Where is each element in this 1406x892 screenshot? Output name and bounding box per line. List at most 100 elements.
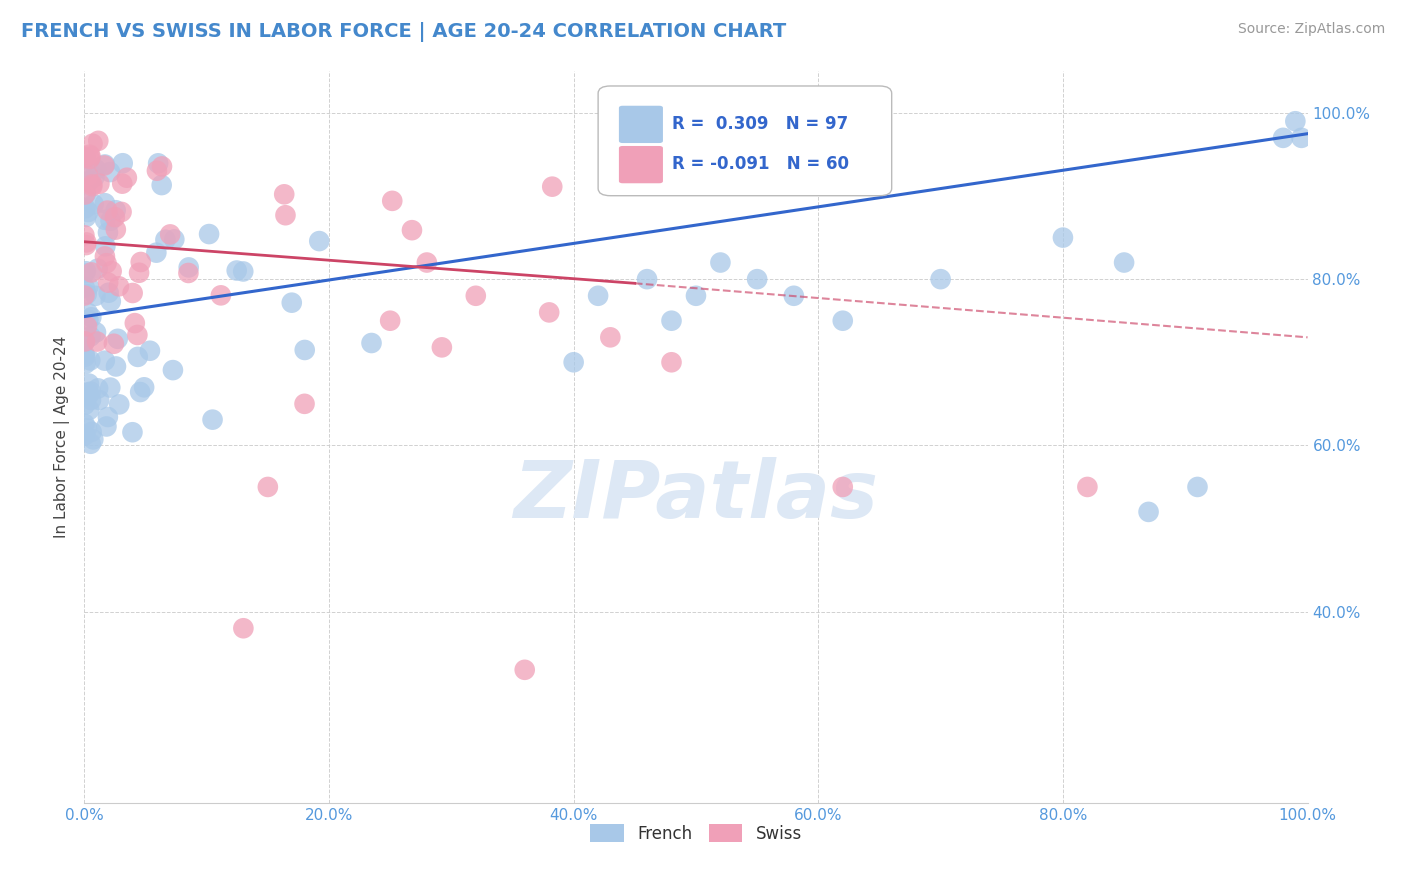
Point: [146, 163, 169, 178]
Point: [685, 289, 707, 303]
Point: [562, 355, 585, 369]
Point: [273, 187, 295, 202]
Point: [294, 397, 316, 411]
Point: [82, 136, 104, 151]
Point: [110, 205, 132, 219]
Point: [111, 156, 134, 170]
FancyBboxPatch shape: [598, 86, 891, 195]
Point: [201, 412, 224, 426]
Point: [159, 227, 181, 242]
Point: [77, 403, 100, 417]
Point: [232, 621, 254, 635]
Point: [77, 312, 100, 326]
Point: [124, 316, 146, 330]
Point: [98, 381, 121, 395]
Point: [100, 294, 122, 309]
Point: [80, 392, 103, 407]
Point: [380, 314, 402, 328]
Point: [80, 310, 103, 325]
Point: [1272, 131, 1295, 145]
Point: [77, 279, 100, 293]
Point: [541, 179, 564, 194]
Point: [89, 177, 111, 191]
FancyBboxPatch shape: [619, 106, 664, 143]
Text: R =  0.309   N = 97: R = 0.309 N = 97: [672, 115, 848, 133]
Point: [84, 162, 107, 177]
Point: [82, 179, 104, 194]
FancyBboxPatch shape: [619, 146, 664, 183]
Point: [75, 161, 97, 176]
Point: [94, 213, 117, 227]
Point: [129, 385, 152, 400]
Point: [831, 480, 853, 494]
Point: [86, 261, 108, 276]
Y-axis label: In Labor Force | Age 20-24: In Labor Force | Age 20-24: [55, 336, 70, 538]
Point: [177, 260, 200, 275]
Point: [75, 151, 97, 165]
Point: [599, 330, 621, 344]
Point: [97, 285, 120, 300]
Point: [274, 208, 297, 222]
Point: [75, 235, 97, 250]
Point: [127, 328, 149, 343]
Point: [661, 355, 683, 369]
Point: [1291, 131, 1313, 145]
Point: [709, 255, 731, 269]
Point: [73, 187, 96, 202]
Point: [97, 226, 120, 240]
Point: [73, 280, 96, 294]
Point: [360, 336, 382, 351]
Point: [308, 234, 330, 248]
Point: [416, 255, 439, 269]
Point: [513, 663, 536, 677]
Point: [94, 157, 117, 171]
Point: [77, 389, 100, 403]
Point: [75, 238, 97, 252]
Point: [108, 279, 131, 293]
Point: [73, 266, 96, 280]
Point: [83, 170, 105, 185]
Point: [294, 343, 316, 357]
Point: [111, 177, 134, 191]
Point: [73, 350, 96, 364]
Point: [73, 334, 96, 349]
Point: [103, 336, 125, 351]
Point: [104, 203, 127, 218]
Point: [129, 255, 152, 269]
Point: [1137, 505, 1160, 519]
Point: [80, 265, 103, 279]
Point: [94, 196, 117, 211]
Point: [162, 363, 184, 377]
Text: FRENCH VS SWISS IN LABOR FORCE | AGE 20-24 CORRELATION CHART: FRENCH VS SWISS IN LABOR FORCE | AGE 20-…: [21, 22, 786, 42]
Point: [1114, 255, 1136, 269]
Point: [97, 276, 120, 290]
Point: [139, 343, 162, 358]
Point: [145, 245, 167, 260]
Point: [128, 266, 150, 280]
Point: [84, 326, 107, 340]
Point: [783, 289, 806, 303]
Point: [73, 348, 96, 362]
Point: [177, 266, 200, 280]
Text: ZIPatlas: ZIPatlas: [513, 457, 879, 534]
Point: [75, 264, 97, 278]
Point: [77, 169, 100, 183]
Point: [73, 428, 96, 442]
Point: [104, 210, 127, 224]
Point: [83, 197, 105, 211]
Point: [232, 264, 254, 278]
Point: [76, 287, 98, 301]
Point: [257, 480, 280, 494]
Point: [73, 334, 96, 349]
Point: [77, 205, 100, 219]
Point: [82, 178, 104, 192]
Point: [94, 353, 117, 368]
Point: [100, 264, 122, 278]
Point: [96, 203, 118, 218]
Point: [82, 433, 104, 447]
Point: [75, 201, 97, 215]
Text: Source: ZipAtlas.com: Source: ZipAtlas.com: [1237, 22, 1385, 37]
Point: [89, 392, 111, 407]
Point: [76, 319, 98, 334]
Point: [115, 170, 138, 185]
